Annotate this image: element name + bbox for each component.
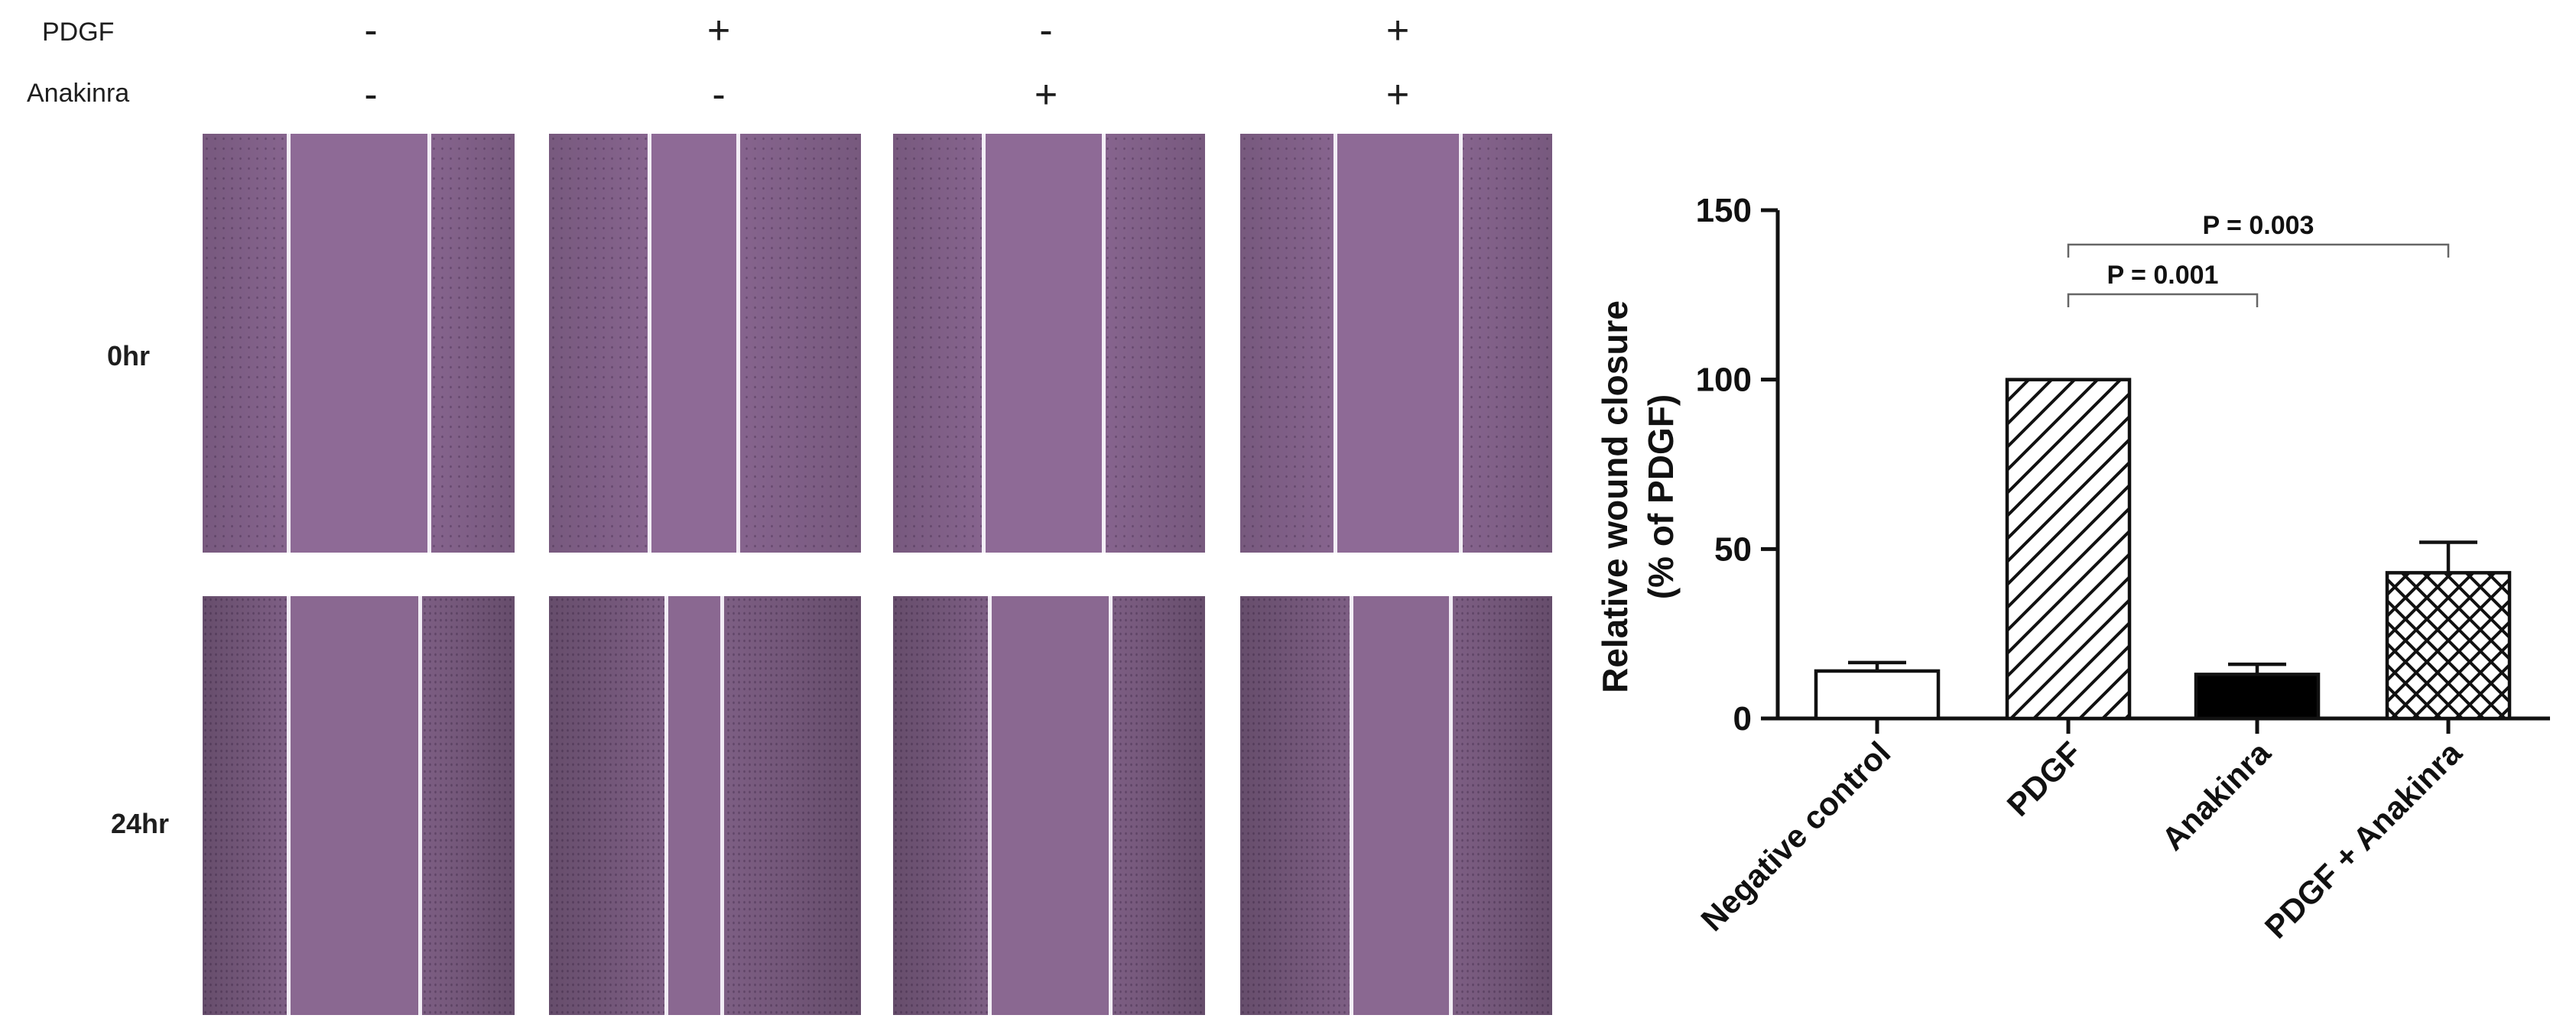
significance-bracket-0	[2067, 293, 2259, 307]
cell-texture	[893, 134, 1205, 553]
micrograph-0hr-col2	[549, 134, 861, 553]
wound-edge-line	[418, 596, 422, 1015]
micrograph-24hr-col1	[203, 596, 515, 1015]
anakinra-row-label: Anakinra	[27, 79, 130, 108]
y-tick-label-0: 0	[1733, 700, 1752, 738]
cell-speckle	[893, 134, 1205, 553]
wound-edge-line	[287, 596, 291, 1015]
bar-2	[2194, 673, 2321, 721]
anakinra-sign-col4: +	[1385, 73, 1410, 117]
cell-speckle	[893, 596, 1205, 1015]
anakinra-sign-col2: -	[712, 73, 726, 117]
y-axis-label: Relative wound closure (% of PDGF)	[1595, 300, 1681, 693]
micrograph-0hr-col4	[1240, 134, 1552, 553]
wound-edge-line	[664, 596, 668, 1015]
cell-texture	[893, 596, 1205, 1015]
y-tick-label-50: 50	[1714, 530, 1752, 568]
micrograph-0hr-col1	[203, 134, 515, 553]
bar-1	[2005, 378, 2132, 721]
y-tick-label-150: 150	[1696, 192, 1752, 229]
micrograph-24hr-col4	[1240, 596, 1552, 1015]
wound-edge-line	[1109, 596, 1113, 1015]
cell-texture	[203, 596, 515, 1015]
significance-label-1: P = 0.003	[2203, 211, 2315, 240]
cell-speckle	[203, 596, 515, 1015]
pdgf-sign-col4: +	[1385, 8, 1410, 53]
x-tick-label-2: Anakinra	[2155, 735, 2278, 858]
cell-texture	[549, 134, 861, 553]
cell-speckle	[549, 134, 861, 553]
wound-edge-line	[1449, 596, 1453, 1015]
micrograph-0hr-col3	[893, 134, 1205, 553]
pdgf-sign-col2: +	[707, 8, 731, 53]
plot-area: 0 50 100 150 Negative control PDGF AnakinraPDG…	[1694, 192, 2550, 945]
micrograph-24hr-col2	[549, 596, 861, 1015]
pdgf-row-label: PDGF	[42, 18, 115, 47]
pdgf-sign-col3: -	[1039, 8, 1053, 53]
cell-texture	[203, 134, 515, 553]
wound-closure-bar-chart: Relative wound closure (% of PDGF) 0 50 10…	[1595, 192, 2550, 945]
wound-edge-line	[1102, 134, 1106, 553]
wound-edge-line	[287, 134, 291, 553]
timepoint-24hr-label: 24hr	[111, 808, 170, 839]
wound-edge-line	[720, 596, 724, 1015]
significance-label-0: P = 0.001	[2107, 261, 2219, 290]
anakinra-sign-col3: +	[1034, 73, 1058, 117]
cell-texture	[549, 596, 861, 1015]
x-tick-label-1: PDGF	[2000, 735, 2089, 823]
wound-edge-line	[427, 134, 431, 553]
timepoint-0hr-label: 0hr	[107, 340, 151, 371]
x-tick-label-0: Negative control	[1694, 735, 1897, 938]
wound-edge-line	[1459, 134, 1463, 553]
wound-edge-line	[982, 134, 986, 553]
cell-texture	[1240, 596, 1552, 1015]
y-axis-label-line1: Relative wound closure	[1595, 300, 1635, 693]
wound-edge-line	[1333, 134, 1337, 553]
cell-speckle	[203, 134, 515, 553]
cell-speckle	[549, 596, 861, 1015]
bar-3	[2385, 571, 2512, 721]
y-tick-label-100: 100	[1696, 362, 1752, 399]
wound-edge-line	[648, 134, 651, 553]
micrograph-24hr-col3	[893, 596, 1205, 1015]
pdgf-sign-col1: -	[364, 8, 378, 53]
cell-texture	[1240, 134, 1552, 553]
wound-edge-line	[736, 134, 740, 553]
cell-speckle	[1240, 596, 1552, 1015]
wound-edge-line	[1350, 596, 1353, 1015]
x-tick-label-3: PDGF + Anakinra	[2258, 735, 2469, 945]
cell-speckle	[1240, 134, 1552, 553]
y-axis-label-line2: (% of PDGF)	[1641, 394, 1681, 599]
wound-edge-line	[988, 596, 992, 1015]
significance-bracket-1	[2067, 243, 2450, 258]
bar-0	[1814, 669, 1941, 721]
anakinra-sign-col1: -	[364, 73, 378, 117]
